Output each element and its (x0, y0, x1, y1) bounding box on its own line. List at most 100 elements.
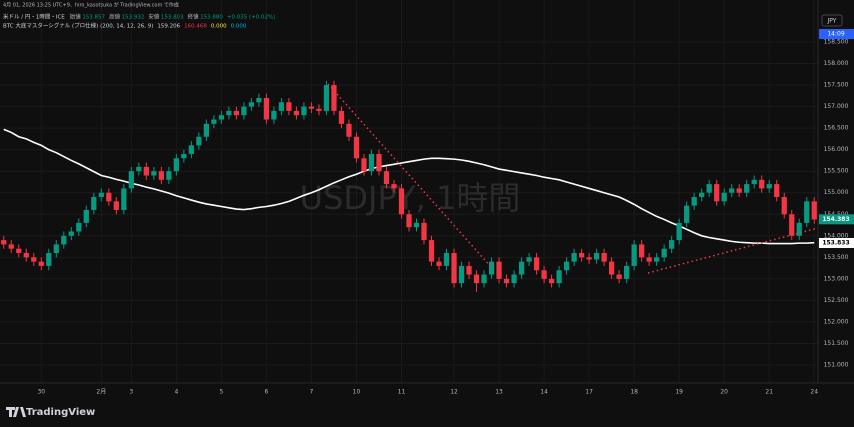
y-tick-label: 158.000 (824, 60, 849, 67)
candle-body (616, 274, 622, 279)
candle-body (211, 119, 217, 124)
candle-body (203, 123, 210, 137)
x-tick-label: 4 (174, 389, 178, 396)
candle-body (91, 197, 97, 210)
candle-body (368, 153, 375, 172)
candle-body (308, 106, 315, 109)
x-tick-label: 12 (450, 389, 458, 396)
candle-body (8, 244, 14, 249)
header: 4月 01, 2026 13:25 UTC+9、hiro_kasotsuka が… (3, 2, 179, 9)
candle-body (706, 184, 712, 193)
candle-body (526, 257, 532, 262)
legend-change: +0.035 (+0.02%) (227, 15, 275, 21)
candle-body (624, 265, 630, 279)
indicator-value: 0.000 (231, 24, 247, 30)
candle-body (406, 214, 412, 228)
price-label: 154.383 (822, 216, 849, 223)
candle-body (113, 201, 119, 210)
x-tick-label: 19 (675, 389, 683, 396)
candle-body (654, 257, 660, 262)
legend-symbol: 米ドル / 円・1時間・ICE (3, 13, 65, 21)
candle-body (121, 188, 127, 210)
y-tick-label: 155.000 (824, 189, 849, 196)
y-tick-label: 156.500 (824, 125, 849, 132)
legend-value: 153.857 (82, 15, 105, 21)
indicator-name: BTC 大底マスターシグナル (プロ仕様) (200, 14, 12, 26, … (3, 22, 153, 30)
candle-body (804, 201, 810, 223)
candle-body (699, 192, 705, 198)
candle-body (413, 222, 420, 228)
candle-body (83, 209, 89, 223)
candle-body (76, 222, 82, 232)
candle-body (796, 222, 802, 236)
candle-body (533, 257, 540, 271)
candle-body (691, 197, 697, 206)
candle-body (586, 257, 592, 260)
candle-body (511, 274, 517, 284)
candle-body (436, 261, 442, 266)
candle-body (136, 166, 142, 172)
y-tick-label: 153.500 (824, 254, 849, 261)
indicator-value: 160.468 (184, 24, 207, 30)
candle-body (143, 166, 149, 176)
candle-body (128, 171, 134, 189)
candle-body (571, 253, 577, 262)
candle-body (38, 261, 44, 266)
candle-body (458, 265, 465, 284)
candle-body (1, 240, 7, 245)
y-tick-label: 151.500 (824, 340, 849, 347)
candle-body (376, 153, 382, 172)
candle-body (781, 197, 787, 215)
candle-body (278, 102, 285, 111)
candle-body (286, 102, 292, 111)
legend-label: 安値 (148, 13, 160, 21)
candle-body (256, 97, 262, 103)
candle-body (789, 214, 795, 236)
x-tick-label: 2月 (96, 389, 106, 396)
candle-body (601, 253, 607, 262)
candle-body (398, 188, 405, 215)
brand-logo: TradingView (6, 407, 95, 418)
candle-body (714, 184, 720, 202)
currency: JPY (827, 18, 837, 25)
candle-body (578, 253, 585, 258)
candle-body (316, 108, 322, 111)
candle-body (181, 153, 187, 159)
candle-body (218, 115, 225, 120)
x-tick-label: 21 (765, 389, 773, 396)
currency-box (821, 14, 843, 27)
y-tick-label: 152.500 (824, 297, 849, 304)
countdown: 14:09 (827, 31, 844, 38)
candle-body (46, 253, 52, 266)
y-tick-label: 158.500 (824, 38, 849, 45)
legend-label: 終値 (188, 13, 200, 21)
x-tick-label: 13 (495, 389, 503, 396)
candle-body (323, 85, 330, 111)
candle-body (421, 222, 427, 241)
candle-body (248, 102, 255, 107)
candle-body (428, 240, 435, 262)
y-tick-label: 154.000 (824, 232, 849, 239)
legend: 米ドル / 円・1時間・ICE 始値 153.857 高値 153.932 安値 153.8… (3, 13, 275, 30)
legend-value: 153.932 (122, 15, 145, 21)
x-tick-label: 7 (310, 389, 314, 396)
candle-body (684, 205, 690, 223)
y-tick-label: 155.500 (824, 168, 849, 175)
price-label-box (819, 237, 854, 248)
candle-body (556, 270, 562, 284)
candle-body (173, 158, 179, 172)
legend-label: 始値 (70, 13, 82, 21)
candle-body (53, 244, 59, 254)
y-tick-label: 157.500 (824, 82, 849, 89)
x-tick-label: 24 (810, 389, 818, 396)
x-tick-label: 5 (219, 389, 223, 396)
candle-body (68, 231, 74, 236)
brand: TradingView (26, 407, 95, 418)
candle-body (293, 110, 300, 116)
candle-body (766, 184, 772, 189)
y-tick-label: 154.500 (824, 211, 849, 218)
x-tick-label: 30 (37, 389, 45, 396)
candle-body (744, 184, 750, 193)
x-tick-label: 14 (540, 389, 548, 396)
candle-body (466, 265, 472, 275)
